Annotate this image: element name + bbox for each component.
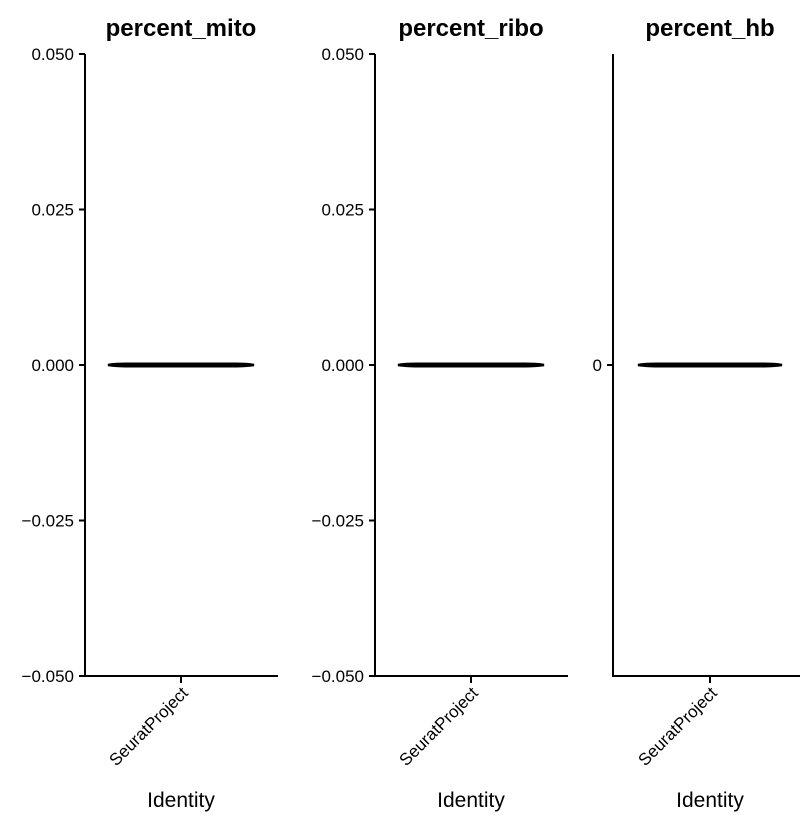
- y-tick-label: −0.025: [22, 512, 74, 531]
- violin-shape: [397, 362, 545, 368]
- x-tick-label: SeuratProject: [635, 683, 721, 769]
- y-tick-label: 0.025: [321, 201, 364, 220]
- y-tick-label: 0.000: [31, 356, 74, 375]
- x-axis-label: Identity: [437, 789, 505, 812]
- panel-2: percent_ribo 0.050 0.025 0.000 −0.025 −0.050 S…: [312, 15, 568, 812]
- y-tick-label: 0.050: [31, 45, 74, 64]
- y-tick-label: 0.050: [321, 45, 364, 64]
- y-tick-label: −0.025: [312, 512, 364, 531]
- panel-1: percent_mito 0.050 0.025 0.000 −0.025 −0.050 S…: [22, 15, 278, 812]
- panel-title: percent_ribo: [398, 15, 543, 42]
- violin-shape: [107, 362, 255, 368]
- y-tick-label: 0.000: [321, 356, 364, 375]
- x-tick-label: SeuratProject: [396, 683, 482, 769]
- y-tick-label: 0: [593, 356, 602, 375]
- x-tick-label: SeuratProject: [106, 683, 192, 769]
- violin-shape: [637, 362, 783, 368]
- panel-title: percent_mito: [106, 15, 257, 42]
- panel-title: percent_hb: [645, 15, 774, 42]
- x-axis-label: Identity: [147, 789, 215, 812]
- panel-3: percent_hb 0 SeuratProject Identity: [593, 15, 800, 812]
- x-axis-label: Identity: [676, 789, 744, 812]
- y-tick-label: 0.025: [31, 201, 74, 220]
- y-tick-label: −0.050: [312, 667, 364, 686]
- y-tick-label: −0.050: [22, 667, 74, 686]
